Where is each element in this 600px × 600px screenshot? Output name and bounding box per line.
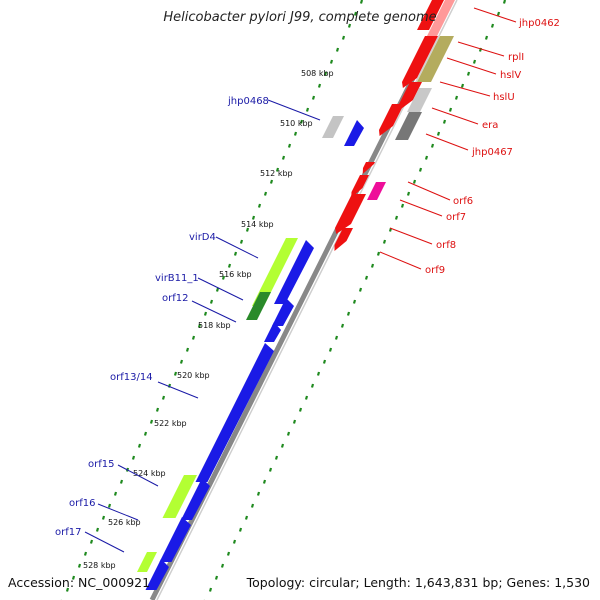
topology-text: Topology: circular; Length: 1,643,831 bp… [246,575,590,590]
gene-orf17 [137,552,157,572]
gene-virD4 [252,238,298,306]
gene-orf7 [351,175,369,198]
label-connector [215,236,259,259]
label-connector [197,277,244,301]
gene-jhp0467 [395,112,422,140]
gene-orf12 [272,298,294,326]
gene-orf15 [162,475,197,518]
label-connector [379,251,422,270]
accession-text: Accession: NC_000921 [8,575,151,590]
gene-jhp0468-arrow [344,120,364,146]
label-connector [407,181,451,201]
gene-orf12b [264,322,281,342]
gene-virB11_1 [246,292,271,320]
gene-label: orf9 [425,265,445,276]
tick-label: 508 kbp [301,69,334,78]
gene-orf13-14 [195,343,274,482]
gene-orf9 [334,228,353,251]
map-title: Helicobacter pylori J99, complete genome [163,10,437,25]
tick-label: 528 kbp [83,561,116,570]
label-connector [157,381,199,399]
gene-label: orf17 [55,527,81,538]
tick-label: 510 kbp [280,119,313,128]
gene-orf16 [159,517,191,562]
gene-hslU [399,82,422,110]
label-connector [439,81,491,97]
gene-jhp0467-a [379,104,404,136]
label-connector [457,41,505,57]
label-connector [431,107,479,125]
gene-label: orf15 [88,459,114,470]
tick-label: 518 kbp [198,321,231,330]
gene-era [407,88,432,112]
gene-orf6 [362,162,375,174]
gene-jhp0462-light [427,0,455,36]
gene-label: rplI [508,52,524,63]
label-connector [117,464,159,487]
label-connector [389,227,433,245]
inner-tick-dots [60,0,364,600]
gene-label: virB11_1 [155,273,199,284]
label-connector [399,199,443,217]
gene-label: orf8 [436,240,456,251]
gene-label: hslV [500,70,521,81]
label-connector [84,531,125,553]
gene-orf8 [335,194,366,234]
gene-label: jhp0462 [518,18,560,29]
gene-label: orf16 [69,498,95,509]
tick-label: 526 kbp [108,518,141,527]
tick-label: 516 kbp [219,270,252,279]
gene-label: hslU [493,92,515,103]
tick-label: 524 kbp [133,469,166,478]
outer-tick-dots [203,0,507,600]
gene-hslV [417,36,454,82]
label-connector [446,57,497,75]
gene-jhp0468 [322,116,344,138]
label-connector [97,503,139,521]
gene-label: era [482,120,498,131]
gene-label: orf12 [162,293,188,304]
tick-label: 512 kbp [260,169,293,178]
gene-label: jhp0468 [227,96,269,107]
tick-label: 514 kbp [241,220,274,229]
gene-label: orf7 [446,212,466,223]
label-connector [191,300,237,323]
gene-label: jhp0467 [471,147,513,158]
gene-jhp0462 [417,0,444,30]
tick-label: 522 kbp [154,419,187,428]
gene-orf17-arrow [145,559,169,590]
gene-rplI [402,36,438,88]
label-connector [267,99,321,121]
gene-label: virD4 [189,232,216,243]
gene-virD4-arrow [274,240,314,304]
label-connector [473,7,517,23]
gene-orf15-arrow [181,478,210,520]
tick-label: 520 kbp [177,371,210,380]
gene-label: orf6 [453,196,473,207]
gene-label: orf13/14 [110,372,153,383]
label-connector [425,133,469,151]
gene-orf7-pink [367,182,386,200]
